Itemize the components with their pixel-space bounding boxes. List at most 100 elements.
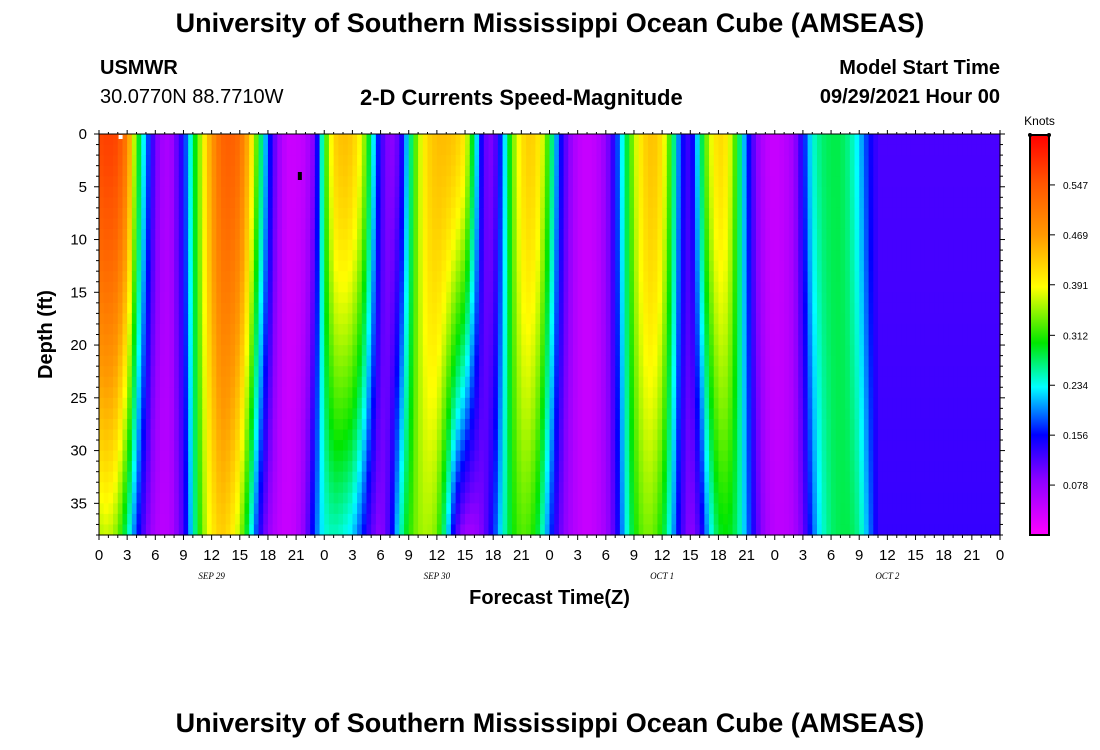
heatmap-cell — [183, 239, 189, 251]
heatmap-cell — [235, 440, 241, 452]
heatmap-cell — [394, 250, 400, 262]
heatmap-cell — [253, 334, 260, 346]
heatmap-cell — [615, 207, 621, 220]
heatmap-cell — [643, 482, 649, 494]
heatmap-cell — [127, 271, 133, 283]
heatmap-cell — [272, 376, 278, 388]
heatmap-cell — [493, 397, 499, 409]
heatmap-cell — [366, 239, 372, 251]
heatmap-cell — [436, 250, 443, 262]
heatmap-cell — [122, 492, 128, 504]
heatmap-cell — [197, 155, 203, 167]
heatmap-cell — [108, 461, 114, 473]
heatmap-cell — [178, 513, 185, 526]
heatmap-cell — [704, 482, 710, 494]
heatmap-cell — [117, 345, 124, 357]
heatmap-cell — [122, 345, 128, 357]
heatmap-cell — [103, 313, 109, 325]
heatmap-cell — [591, 503, 598, 515]
heatmap-cell — [479, 482, 485, 494]
heatmap-cell — [404, 313, 410, 325]
heatmap-cell — [136, 513, 142, 526]
heatmap-cell — [103, 461, 109, 473]
heatmap-cell — [685, 239, 691, 251]
heatmap-cell — [347, 155, 353, 167]
heatmap-cell — [619, 271, 626, 283]
heatmap-cell — [99, 323, 105, 336]
heatmap-cell — [657, 218, 663, 230]
heatmap-cell — [629, 155, 635, 167]
heatmap-cell — [709, 165, 715, 177]
heatmap-cell — [338, 387, 344, 399]
heatmap-cell — [610, 239, 616, 251]
heatmap-cell — [310, 250, 316, 262]
heatmap-cell — [436, 334, 443, 346]
heatmap-cell — [366, 134, 372, 146]
heatmap-cell — [113, 366, 119, 378]
heatmap-cell — [418, 345, 424, 357]
heatmap-cell — [202, 334, 208, 346]
heatmap-cell — [99, 176, 105, 188]
heatmap-cell — [221, 260, 227, 272]
heatmap-cell — [596, 345, 602, 357]
heatmap-cell — [361, 471, 368, 483]
heatmap-cell — [587, 387, 593, 399]
heatmap-cell — [483, 513, 490, 526]
heatmap-cell — [253, 176, 260, 188]
heatmap-cell — [605, 429, 612, 441]
heatmap-cell — [216, 418, 222, 431]
heatmap-cell — [141, 376, 147, 388]
heatmap-cell — [338, 492, 344, 504]
heatmap-cell — [310, 482, 316, 494]
heatmap-cell — [108, 450, 114, 462]
heatmap-cell — [347, 429, 353, 441]
heatmap-cell — [239, 492, 246, 504]
heatmap-cell — [413, 302, 419, 314]
heatmap-cell — [662, 440, 668, 452]
heatmap-cell — [211, 250, 217, 262]
heatmap-cell — [300, 144, 307, 156]
heatmap-cell — [450, 429, 457, 441]
heatmap-cell — [399, 429, 405, 441]
heatmap-cell — [671, 482, 677, 494]
heatmap-cell — [427, 239, 433, 251]
heatmap-cell — [122, 418, 128, 431]
heatmap-cell — [155, 513, 161, 526]
heatmap-cell — [413, 186, 419, 198]
heatmap-cell — [436, 186, 443, 198]
heatmap-cell — [202, 397, 208, 409]
heatmap-cell — [446, 524, 452, 536]
heatmap-cell — [103, 355, 109, 367]
heatmap-cell — [648, 471, 654, 483]
heatmap-cell — [160, 302, 166, 314]
heatmap-cell — [399, 155, 405, 167]
heatmap-cell — [249, 492, 255, 504]
heatmap-cell — [530, 155, 537, 167]
heatmap-cell — [122, 155, 128, 167]
heatmap-cell — [535, 524, 541, 536]
heatmap-cell — [441, 471, 447, 483]
heatmap-cell — [389, 387, 396, 399]
heatmap-cell — [366, 207, 372, 220]
heatmap-cell — [375, 165, 382, 177]
heatmap-cell — [479, 176, 485, 188]
heatmap-cell — [385, 450, 391, 462]
heatmap-cell — [694, 144, 701, 156]
heatmap-cell — [648, 524, 654, 536]
heatmap-cell — [507, 292, 513, 304]
heatmap-cell — [225, 292, 231, 304]
heatmap-cell — [413, 482, 419, 494]
heatmap-cell — [131, 376, 138, 388]
heatmap-cell — [155, 239, 161, 251]
heatmap-cell — [680, 503, 687, 515]
heatmap-cell — [188, 503, 194, 515]
heatmap-cell — [258, 250, 264, 262]
heatmap-cell — [540, 387, 546, 399]
heatmap-cell — [366, 397, 372, 409]
heatmap-cell — [680, 197, 687, 209]
heatmap-cell — [619, 134, 626, 146]
heatmap-cell — [99, 513, 105, 526]
heatmap-cell — [540, 186, 546, 198]
heatmap-cell — [277, 186, 283, 198]
heatmap-cell — [694, 302, 701, 314]
